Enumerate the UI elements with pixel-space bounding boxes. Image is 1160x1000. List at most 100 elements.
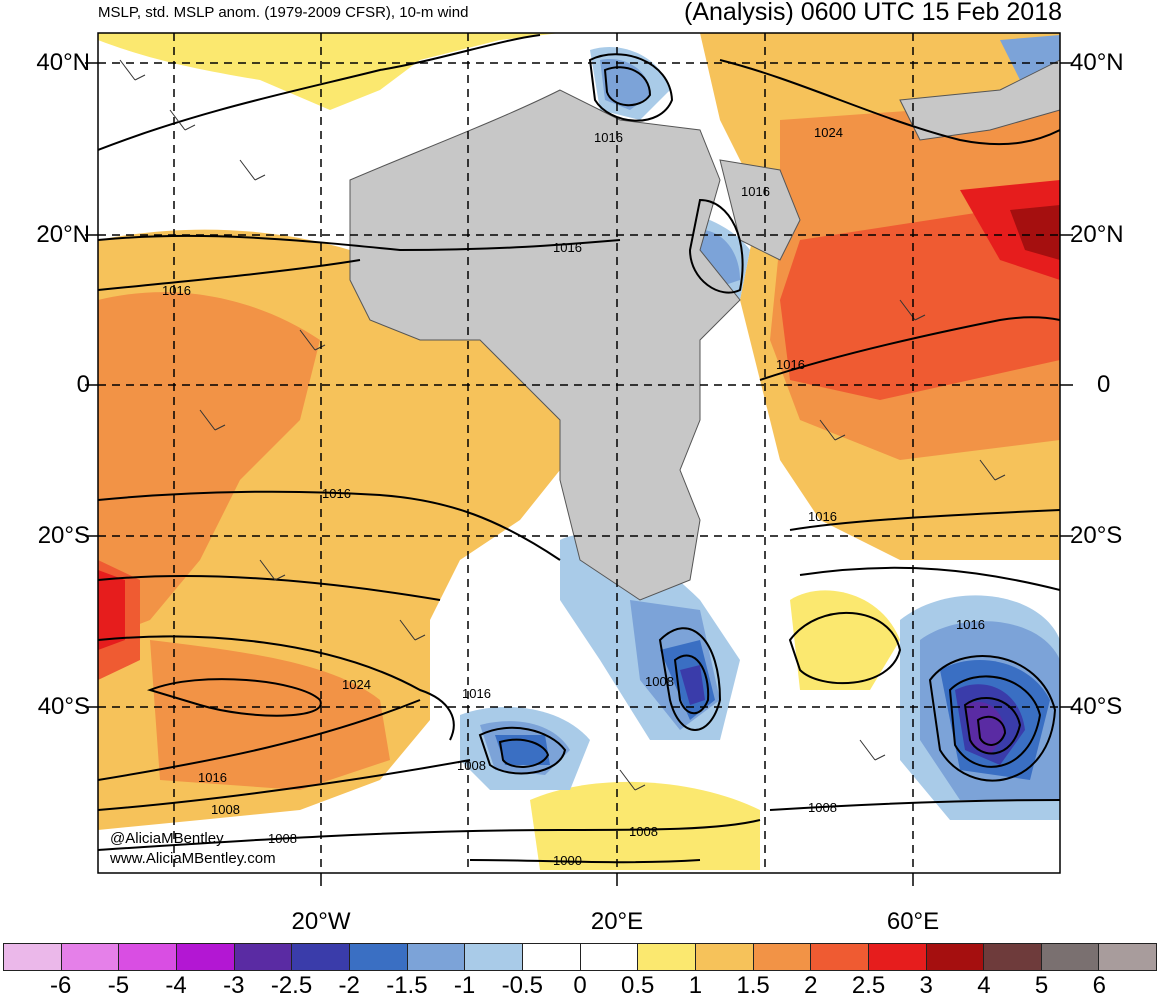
wind-barb (239, 159, 266, 181)
colorbar-swatch (811, 944, 869, 970)
lon-label-20e: 20°E (590, 908, 644, 935)
lat-label-left-40n: 40°N (36, 49, 90, 76)
lon-label-20w: 20°W (291, 908, 351, 935)
isobar (98, 635, 455, 741)
isobar (963, 696, 1022, 755)
colorbar-label: -2 (338, 972, 360, 999)
colorbar-swatch (1041, 944, 1100, 970)
isobar (498, 738, 550, 768)
colorbar-swatch (349, 944, 408, 970)
isobar-label: 1008 (645, 674, 674, 689)
colorbar-label: -0.5 (501, 972, 543, 999)
isobar-label: 1016 (594, 130, 623, 145)
isobar-label: 1016 (776, 357, 805, 372)
wind-barb (619, 769, 646, 791)
colorbar-swatch (522, 944, 581, 970)
isobar (948, 675, 1042, 768)
lat-label-left-20n: 20°N (36, 221, 90, 248)
isobar-label: 1008 (457, 758, 486, 773)
isobar-label: 1024 (342, 677, 371, 692)
isobar (478, 726, 567, 775)
anomaly-area (98, 292, 320, 640)
lat-label-right-20n: 20°N (1070, 221, 1124, 248)
colorbar-swatch (580, 944, 639, 970)
lat-label-left-40s: 40°S (37, 693, 90, 720)
isobar (588, 53, 674, 122)
colorbar-label: 1 (688, 972, 703, 999)
isobar (98, 575, 441, 601)
isobar (98, 759, 471, 811)
colorbar-label: -6 (50, 972, 72, 999)
land-mask (899, 59, 1060, 141)
colorbar-swatch (926, 944, 985, 970)
isobar-labels: 1016 1024 1016 1016 1016 1016 1016 1016 … (162, 125, 985, 868)
lat-label-right-0: 0 (1097, 371, 1111, 398)
colorbar-swatch (638, 944, 696, 970)
colorbar-swatch (176, 944, 235, 970)
colorbar-label: 6 (1092, 972, 1106, 999)
isobar (928, 655, 1057, 782)
isobar (769, 799, 1060, 811)
anomaly-area (680, 665, 705, 705)
isobar-label: 1008 (211, 802, 240, 817)
anomaly-area (530, 781, 760, 870)
isobar-label: 1016 (462, 686, 491, 701)
map-title: (Analysis) 0600 UTC 15 Feb 2018 (684, 0, 1062, 26)
colorbar-swatch (465, 944, 523, 970)
colorbar-label: 1.5 (736, 972, 770, 999)
isobar (658, 627, 722, 731)
wind-barb (169, 109, 196, 131)
lat-label-left-20s: 20°S (37, 522, 90, 549)
wind-barb (979, 459, 1006, 481)
anomaly-area (780, 200, 1060, 400)
isobar-label: 1008 (629, 824, 658, 839)
colorbar-swatch (695, 944, 754, 970)
graticule (98, 33, 1060, 873)
colorbar-label: -2.5 (270, 972, 313, 999)
isobar (788, 611, 902, 685)
colorbar-label: -1.5 (386, 972, 428, 999)
isobar-label: 1016 (322, 486, 351, 501)
wind-barb (199, 409, 226, 431)
anomaly-area (790, 590, 900, 690)
credit-website: www.AliciaMBentley.com (110, 850, 276, 867)
anomaly-area (960, 180, 1060, 280)
isobar (98, 490, 561, 561)
isobar-label: 1016 (198, 770, 227, 785)
isobar (98, 819, 761, 851)
map-frame (97, 32, 1061, 874)
anomaly-area (1010, 205, 1060, 260)
isobar (603, 66, 652, 107)
isobar (98, 259, 361, 291)
colorbar-label: 5 (1034, 972, 1049, 999)
colorbar-label: 4 (977, 972, 991, 999)
anomaly-area (98, 33, 560, 110)
colorbar-swatch (407, 944, 466, 970)
isobar-label: 1016 (741, 184, 770, 199)
wind-barb (299, 329, 326, 351)
colorbar-label: 2.5 (851, 972, 886, 999)
colorbar-label: -4 (165, 972, 187, 999)
isobar (719, 59, 1060, 146)
colorbar-label: -3 (223, 972, 245, 999)
isobar-label: 1016 (553, 240, 582, 255)
colorbar-label: -1 (453, 972, 476, 999)
lon-label-60e: 60°E (886, 908, 940, 935)
isobar-label: 1024 (814, 125, 843, 140)
isobar (688, 198, 744, 294)
land-mask (349, 89, 741, 601)
isobar (673, 654, 710, 715)
colorbar-swatch (868, 944, 927, 970)
colorbar-label: 0 (573, 972, 587, 999)
isobar-label: 1016 (162, 283, 191, 298)
colorbar-swatch (1099, 944, 1157, 970)
isobar-label: 1008 (808, 800, 837, 815)
colorbar-label: -5 (107, 972, 130, 999)
wind-barb (119, 59, 146, 81)
isobar (759, 316, 1060, 381)
anomaly-area (690, 229, 740, 290)
anomaly-area (495, 735, 550, 765)
lat-label-left-0: 0 (76, 371, 90, 398)
anomaly-area (965, 701, 1005, 755)
